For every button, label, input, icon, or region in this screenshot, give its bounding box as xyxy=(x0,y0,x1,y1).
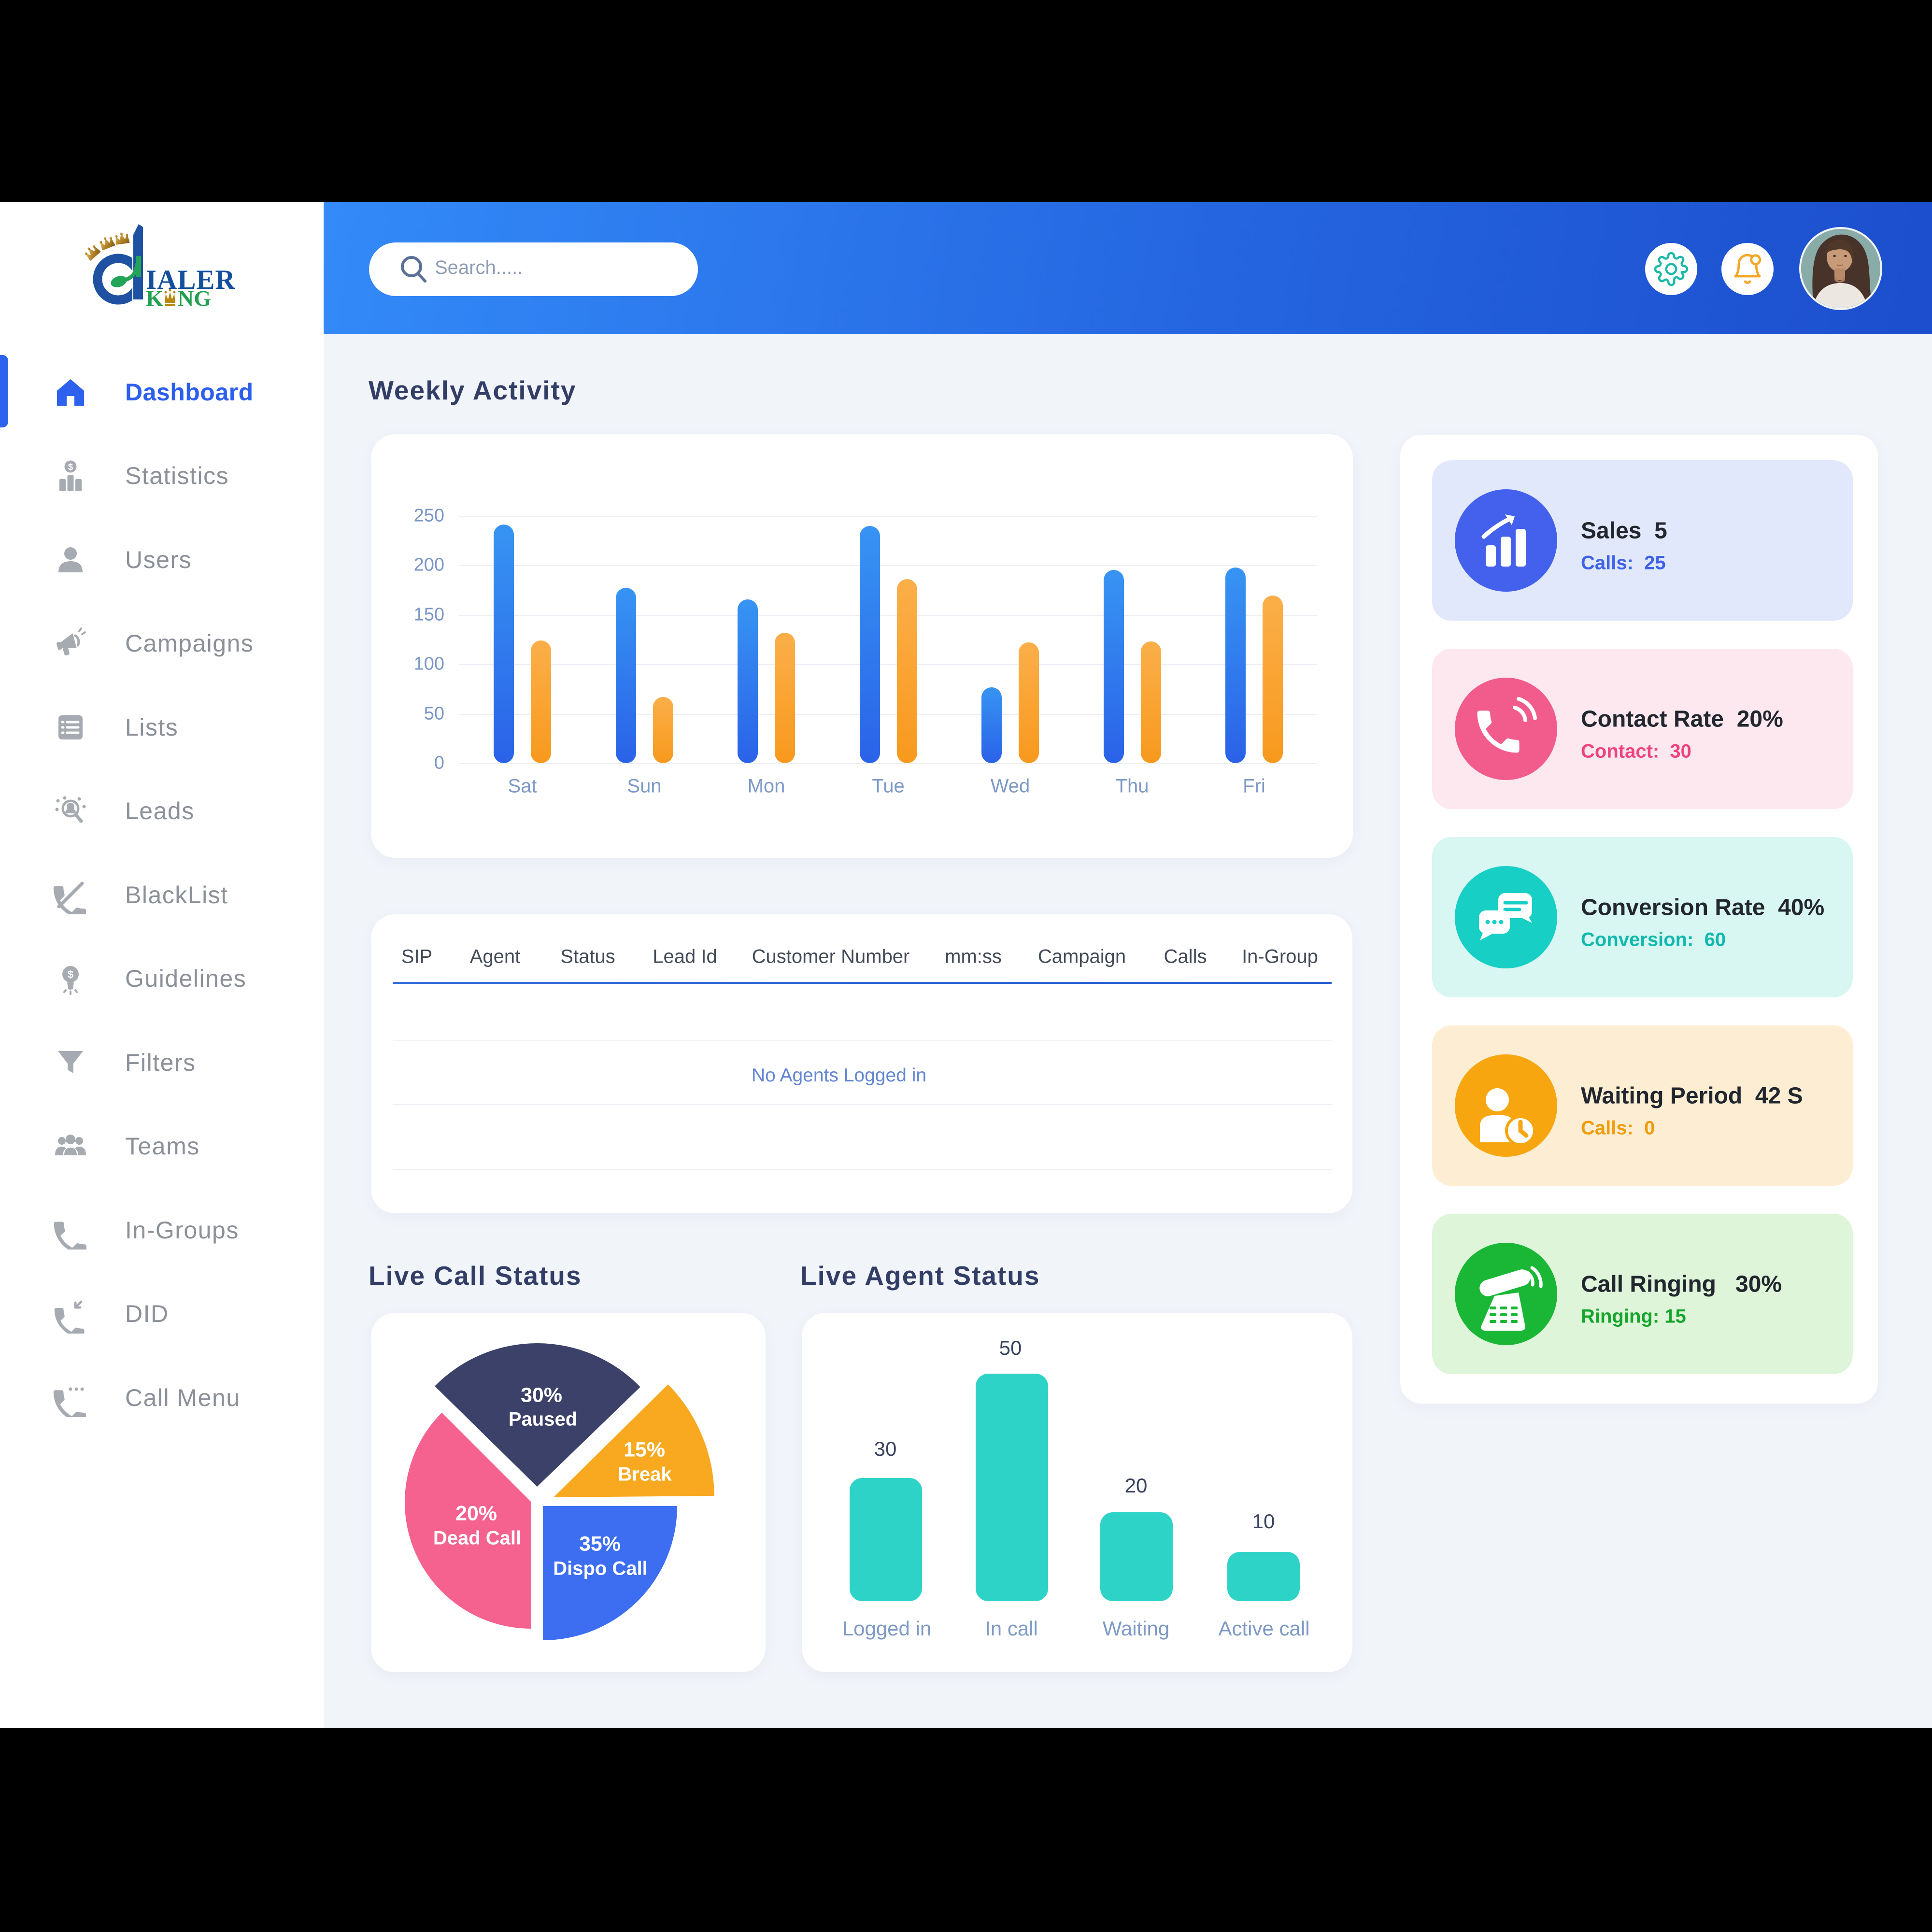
svg-text:$: $ xyxy=(68,968,73,980)
svg-text:NG: NG xyxy=(178,286,211,311)
svg-text:K: K xyxy=(146,286,163,311)
svg-text:IALER: IALER xyxy=(146,265,236,295)
svg-text:$: $ xyxy=(68,462,73,472)
